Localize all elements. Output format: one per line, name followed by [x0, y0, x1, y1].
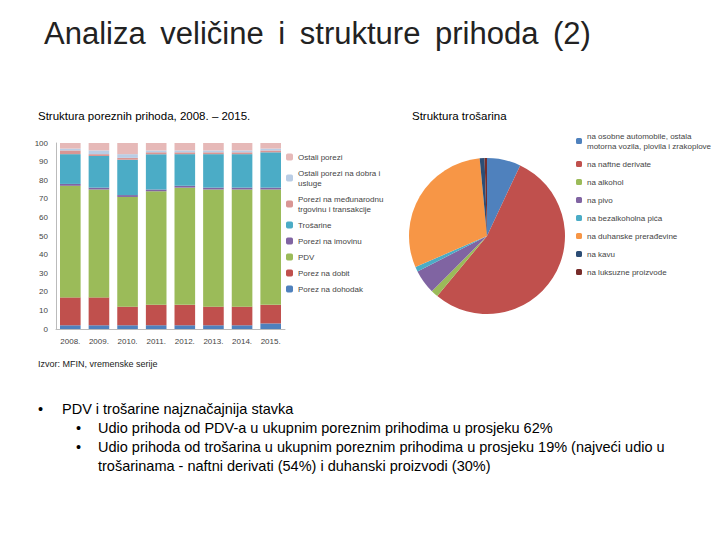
svg-text:2015.: 2015. [261, 337, 281, 346]
svg-text:na alkohol: na alkohol [587, 178, 624, 187]
svg-text:na pivo: na pivo [587, 196, 613, 205]
svg-text:Porezi na međunarodnu: Porezi na međunarodnu [298, 195, 386, 204]
svg-text:2010.: 2010. [118, 337, 138, 346]
svg-text:Trošarine: Trošarine [298, 221, 332, 230]
svg-text:Porezi na imovinu: Porezi na imovinu [298, 237, 362, 246]
html-text:Udio prihoda od PDV-a u ukupni: Udio prihoda od PDV-a u ukupnim poreznim… [98, 420, 553, 436]
svg-text:2011.: 2011. [146, 337, 165, 346]
svg-text:2009.: 2009. [89, 337, 109, 346]
svg-text:Ostali porezi na dobra i: Ostali porezi na dobra i [298, 169, 383, 178]
svg-text:2014.: 2014. [232, 337, 252, 346]
svg-text:20: 20 [39, 287, 48, 296]
html-text:Struktura poreznih prihoda, 20: Struktura poreznih prihoda, 2008. – 2015… [38, 110, 251, 122]
svg-text:Porez na dohodak: Porez na dohodak [298, 285, 364, 294]
svg-text:10: 10 [39, 306, 48, 315]
svg-text:trgovinu i transakcije: trgovinu i transakcije [298, 205, 371, 214]
svg-text:2012.: 2012. [175, 337, 195, 346]
svg-text:30: 30 [39, 269, 48, 278]
html-text:Analiza veličine i strukture p: Analiza veličine i strukture prihoda (2) [44, 16, 591, 51]
svg-text:motorna vozila, plovila i zrak: motorna vozila, plovila i zrakoplove [587, 142, 712, 151]
svg-text:100: 100 [35, 139, 49, 148]
html-text:Struktura trošarina: Struktura trošarina [412, 110, 507, 122]
svg-text:na osobne automobile, ostala: na osobne automobile, ostala [587, 132, 694, 141]
svg-text:2013.: 2013. [203, 337, 223, 346]
svg-text:na duhanske prerađevine: na duhanske prerađevine [587, 232, 678, 241]
svg-text:70: 70 [39, 194, 48, 203]
html-text:Izvor: MFIN, vremenske serije: Izvor: MFIN, vremenske serije [38, 359, 158, 369]
svg-text:2008.: 2008. [60, 337, 80, 346]
html-text:Udio prihoda od trošarina u uk: Udio prihoda od trošarina u ukupnim pore… [98, 439, 665, 474]
svg-text:na bezalkoholna pića: na bezalkoholna pića [587, 214, 663, 223]
svg-text:na luksuzne proizvode: na luksuzne proizvode [587, 268, 667, 277]
svg-text:Porez na dobit: Porez na dobit [298, 269, 350, 278]
svg-text:50: 50 [39, 232, 48, 241]
svg-text:PDV: PDV [298, 253, 315, 262]
html-text:PDV i trošarine najznačajnija: PDV i trošarine najznačajnija stavka [62, 401, 294, 417]
svg-text:usluge: usluge [298, 179, 322, 188]
svg-text:60: 60 [39, 213, 48, 222]
svg-text:Ostali porezi: Ostali porezi [298, 153, 343, 162]
svg-text:0: 0 [44, 325, 49, 334]
svg-text:na naftne derivate: na naftne derivate [587, 160, 652, 169]
svg-text:40: 40 [39, 250, 48, 259]
svg-text:80: 80 [39, 176, 48, 185]
svg-text:90: 90 [39, 157, 48, 166]
svg-text:na kavu: na kavu [587, 250, 615, 259]
